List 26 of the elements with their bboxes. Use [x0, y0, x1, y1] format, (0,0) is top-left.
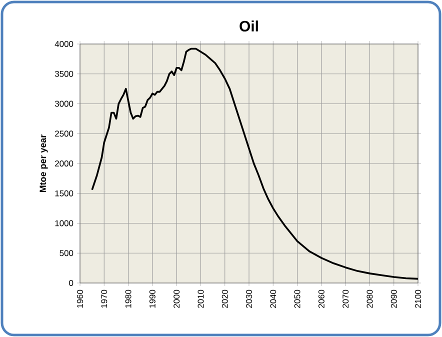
x-tick-label: 2100 [415, 290, 421, 308]
x-tick-label: 2060 [318, 290, 324, 308]
x-tick-label: 2040 [270, 290, 276, 308]
x-tick-label: 2070 [342, 290, 349, 308]
x-tick-label: 2030 [246, 290, 252, 308]
x-tick-label: 1980 [125, 290, 132, 308]
x-tick-label: 1990 [149, 290, 156, 308]
y-tick-label: 1000 [55, 220, 74, 226]
x-tick-label: 2090 [390, 290, 397, 308]
y-tick-label: 0 [69, 280, 74, 286]
y-tick-label: 4000 [54, 41, 74, 47]
x-tick-label: 2020 [222, 290, 228, 308]
x-tick-label: 1960 [77, 290, 83, 308]
x-tick-label: 2010 [198, 290, 204, 308]
x-tick-label: 2050 [294, 290, 300, 308]
x-tick-label: 1970 [101, 290, 108, 308]
y-tick-label: 2000 [55, 160, 74, 166]
chart-title: Oil [240, 20, 258, 32]
y-tick-label: 3000 [54, 100, 74, 107]
y-tick-label: 3500 [54, 70, 74, 77]
y-tick-label: 1500 [55, 190, 74, 196]
x-tick-label: 2080 [366, 290, 373, 308]
y-tick-label: 500 [60, 250, 74, 256]
y-axis-title: Mtoe per year [40, 134, 48, 192]
y-tick-label: 2500 [55, 130, 74, 137]
x-tick-label: 2000 [174, 290, 180, 308]
